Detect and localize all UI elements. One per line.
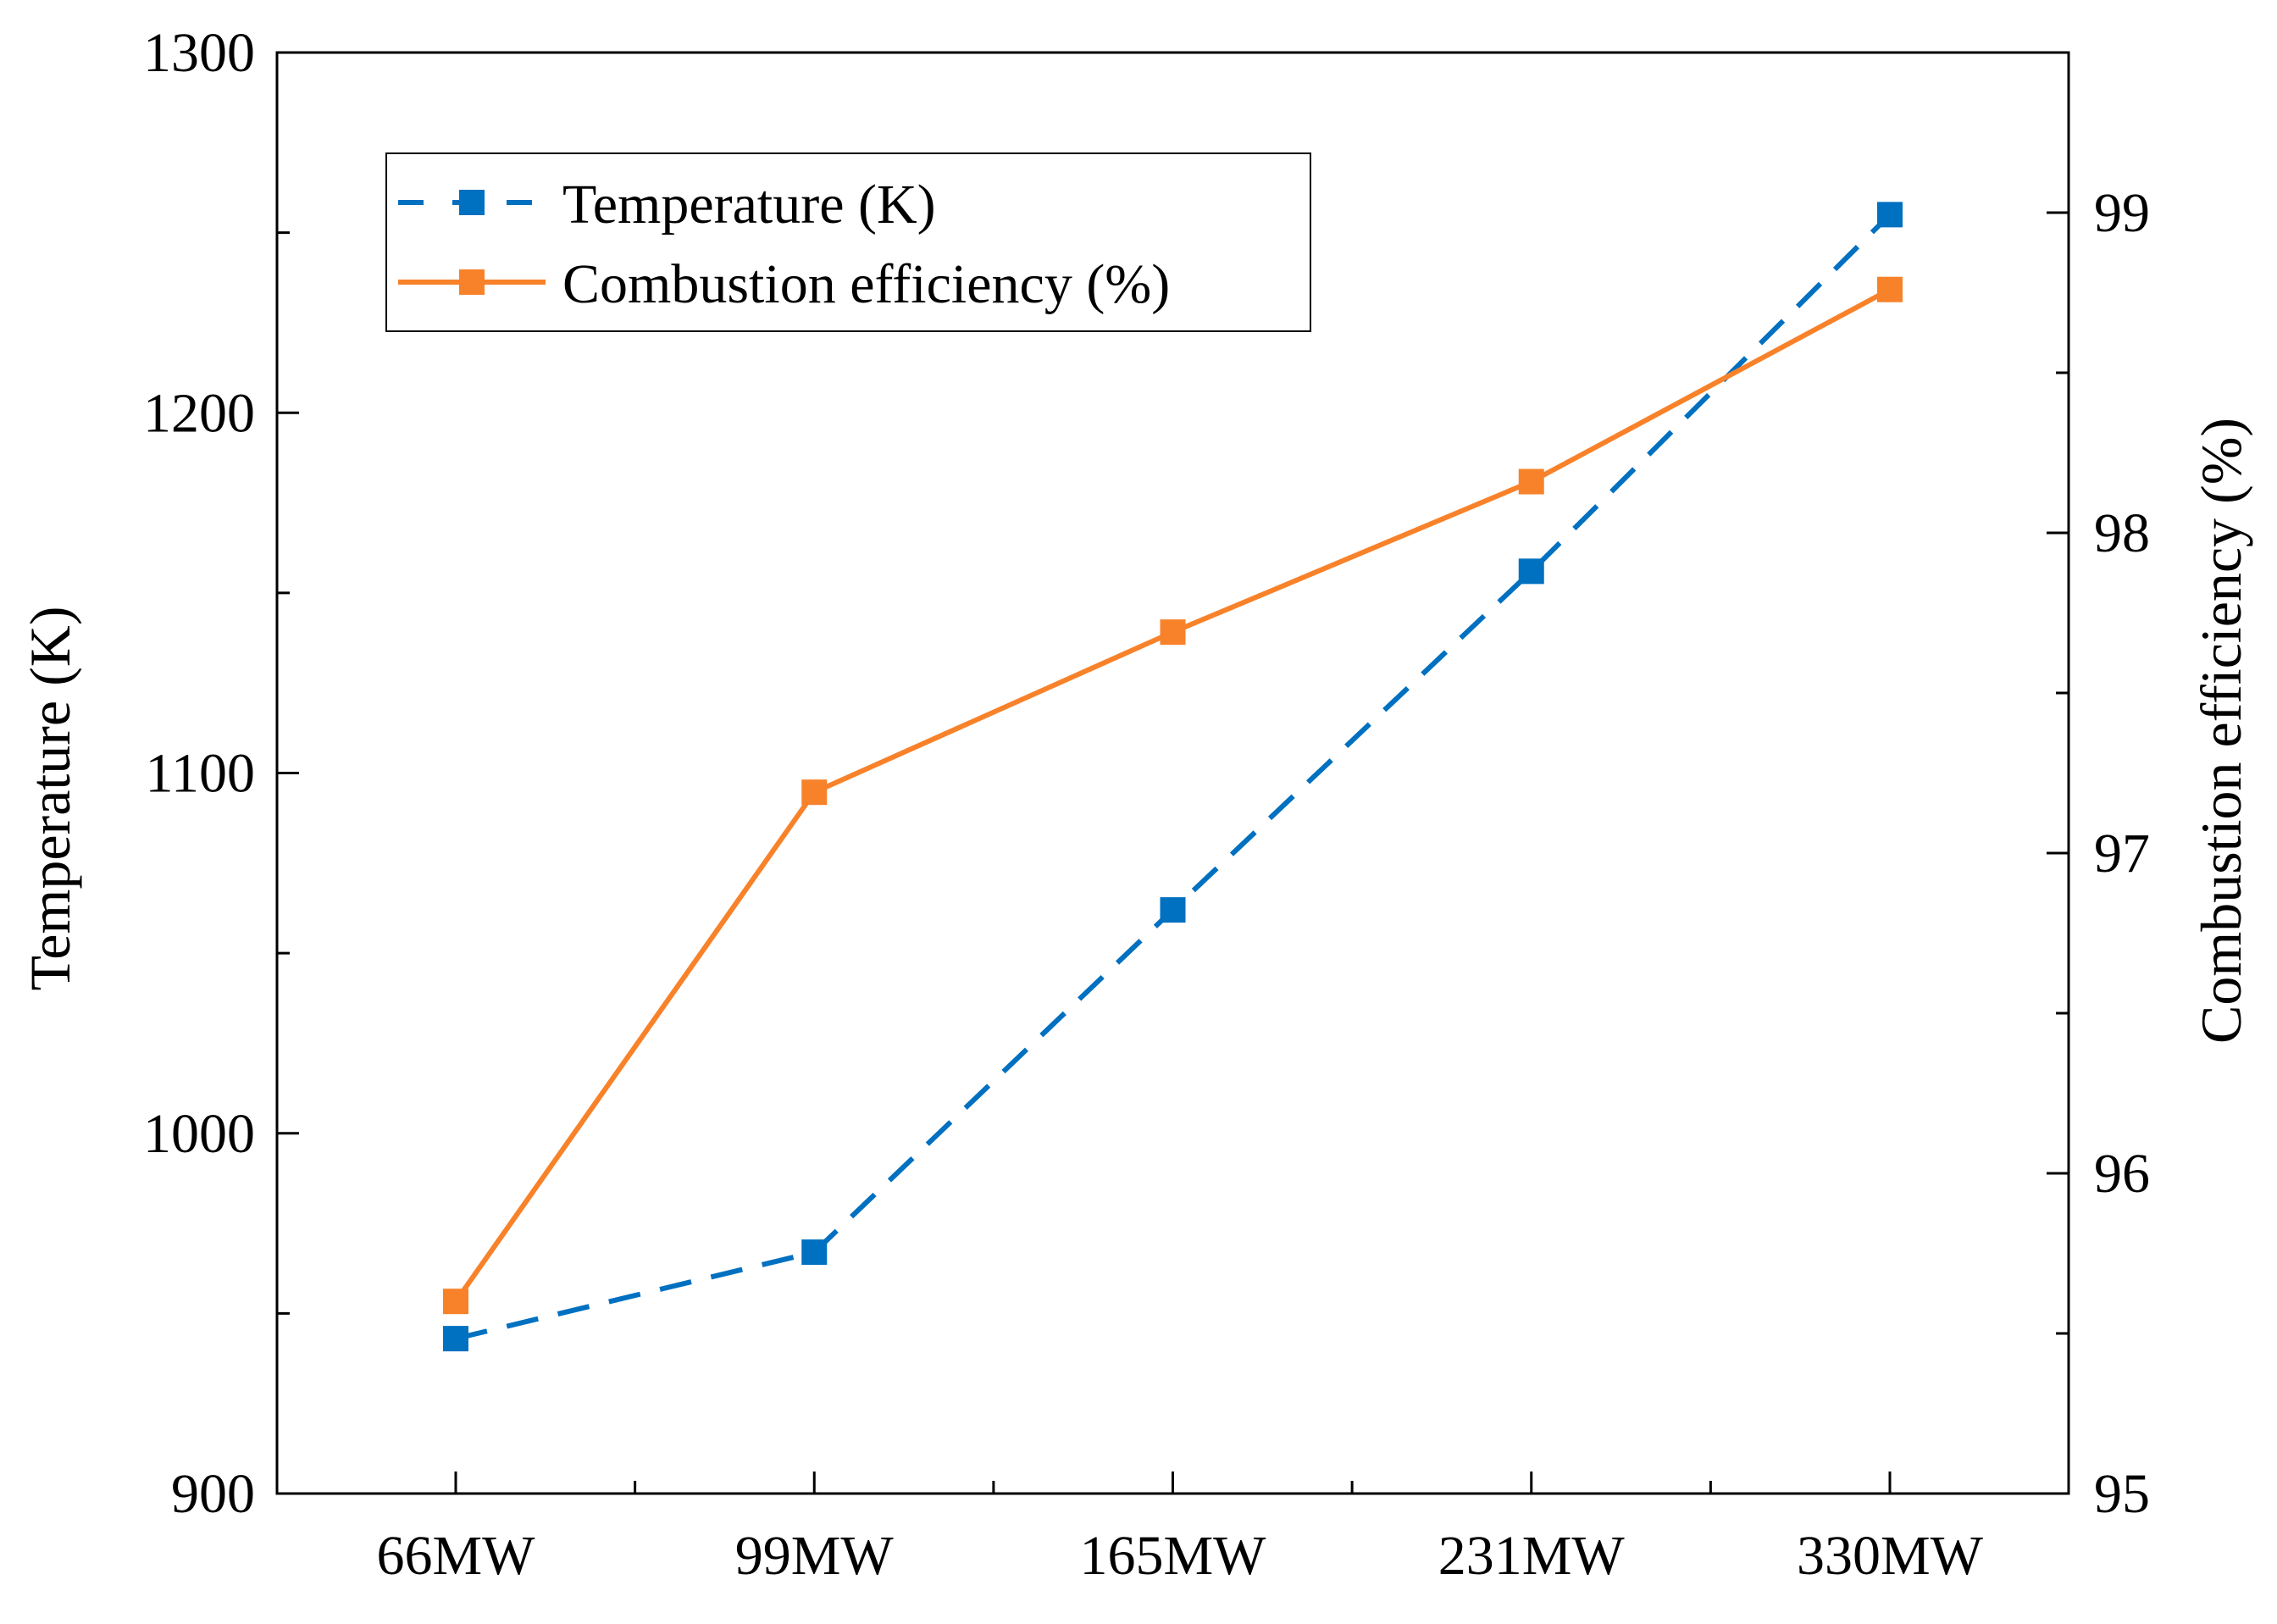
series-layer xyxy=(443,202,1903,1352)
x-tick-label: 99MW xyxy=(735,1525,895,1587)
data-point-combustion-efficiency xyxy=(1877,276,1903,302)
right-axis-title: Combustion efficiency (%) xyxy=(2189,418,2253,1044)
left-tick-label: 900 xyxy=(171,1463,255,1525)
right-axis-ticks: 95 96 97 98 99 xyxy=(2047,51,2150,1525)
left-axis-ticks: 900 1000 1100 1200 1300 xyxy=(143,22,299,1525)
legend-label-temperature: Temperature (K) xyxy=(562,174,936,236)
x-tick-label: 330MW xyxy=(1797,1525,1984,1587)
data-point-combustion-efficiency xyxy=(443,1289,468,1315)
legend: Temperature (K) Combustion efficiency (%… xyxy=(385,152,1311,332)
data-point-temperature xyxy=(443,1326,468,1352)
legend-label-combustion-efficiency: Combustion efficiency (%) xyxy=(562,253,1170,315)
right-tick-label: 98 xyxy=(2094,502,2150,564)
legend-marker xyxy=(459,190,485,215)
left-axis-title: Temperature (K) xyxy=(18,607,82,991)
right-tick-label: 97 xyxy=(2094,823,2150,884)
left-tick-label: 1200 xyxy=(143,382,255,444)
legend-entry-combustion-efficiency xyxy=(398,269,546,295)
right-tick-label: 96 xyxy=(2094,1143,2150,1205)
data-point-temperature xyxy=(1160,897,1186,923)
right-tick-label: 99 xyxy=(2094,182,2150,244)
x-tick-label: 66MW xyxy=(377,1525,536,1587)
x-tick-label: 231MW xyxy=(1438,1525,1626,1587)
legend-marker xyxy=(459,269,485,295)
x-tick-label: 165MW xyxy=(1080,1525,1267,1587)
legend-entry-temperature xyxy=(398,190,546,215)
left-tick-label: 1100 xyxy=(145,743,255,805)
data-point-temperature xyxy=(801,1239,828,1266)
series-line-combustion-efficiency xyxy=(453,287,1892,1303)
left-tick-label: 1000 xyxy=(143,1103,255,1165)
data-point-temperature xyxy=(1518,558,1544,585)
data-point-combustion-efficiency xyxy=(1518,468,1544,495)
legend-box xyxy=(385,152,1311,332)
left-tick-label: 1300 xyxy=(143,22,255,84)
right-tick-label: 95 xyxy=(2094,1463,2150,1525)
series-line-temperature xyxy=(455,213,1892,1342)
data-point-combustion-efficiency xyxy=(1160,619,1186,646)
data-point-temperature xyxy=(1877,202,1903,228)
data-point-combustion-efficiency xyxy=(801,779,828,806)
x-axis-ticks: 66MW 99MW 165MW 231MW 330MW xyxy=(377,1472,1984,1587)
